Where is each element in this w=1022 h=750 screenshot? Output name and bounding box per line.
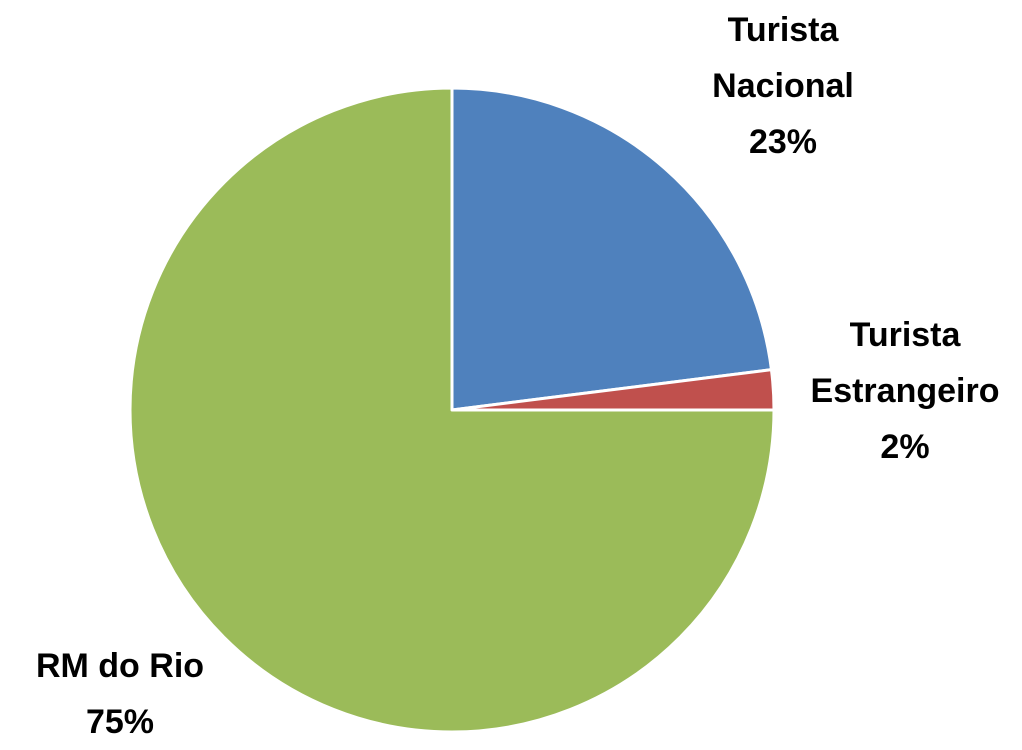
pie-slice bbox=[450, 86, 773, 412]
slice-label: Turista Estrangeiro 2% bbox=[790, 307, 1020, 475]
slice-label: Turista Nacional 23% bbox=[683, 2, 883, 170]
category-name: RM do Rio bbox=[35, 647, 205, 685]
value-label: 23% bbox=[748, 123, 818, 161]
slice-label: RM do Rio 75% bbox=[0, 638, 240, 750]
value-label: 75% bbox=[85, 703, 155, 741]
category-name: Turista Nacional bbox=[712, 11, 854, 105]
pie-slice bbox=[128, 86, 776, 734]
category-name: Turista Estrangeiro bbox=[810, 316, 1000, 410]
value-label: 2% bbox=[880, 428, 930, 466]
